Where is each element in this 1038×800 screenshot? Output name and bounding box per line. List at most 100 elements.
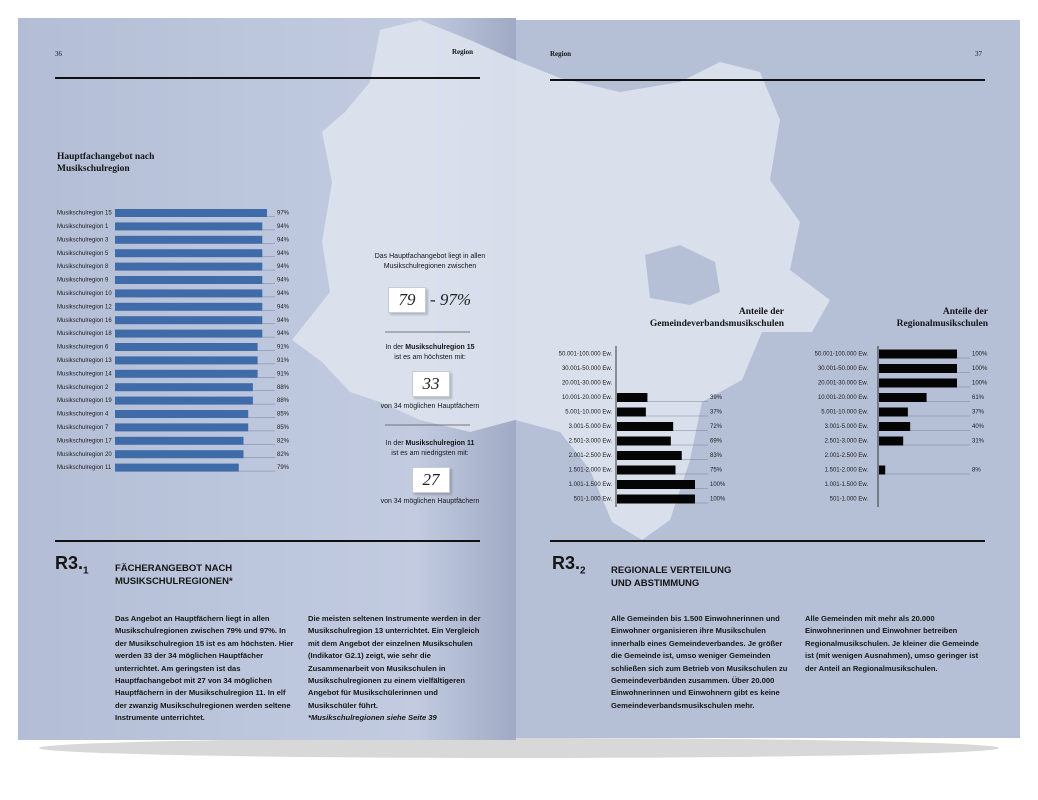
- value-label: 85%: [277, 425, 290, 431]
- region: Musikschulregion 11: [405, 440, 475, 447]
- bar: [617, 465, 676, 475]
- text: In der: [385, 344, 404, 351]
- value-label: 100%: [710, 482, 726, 488]
- section-code: R3.1: [55, 553, 89, 577]
- code-sub: 2: [580, 565, 586, 577]
- paragraph: Das Angebot an Hauptfächern liegt in all…: [115, 614, 294, 723]
- paragraph: Die meisten seltenen Instrumente werden …: [308, 613, 486, 725]
- shadow: [39, 738, 999, 758]
- value-label: 94%: [277, 278, 290, 284]
- chart-title: Anteile der Regionalmusikschulen: [896, 307, 988, 329]
- value-label: 100%: [972, 381, 988, 387]
- bar: [617, 480, 695, 489]
- category-label: 50.001-100.000 Ew.: [559, 352, 613, 358]
- value-label: 85%: [277, 412, 290, 418]
- category-label: 501-1.000 Ew.: [830, 497, 869, 503]
- category-label: 2.501-3.000 Ew.: [825, 439, 869, 445]
- category-label: Musikschulregion 1: [57, 224, 109, 230]
- category-label: 20.001-30.000 Ew.: [562, 381, 612, 387]
- category-label: Musikschulregion 10: [57, 291, 112, 297]
- category-label: 1.501-2.000 Ew.: [569, 468, 613, 474]
- category-label: 10.001-20.000 Ew.: [562, 395, 612, 401]
- code: R3.: [552, 553, 581, 573]
- value-label: 37%: [972, 410, 985, 416]
- value-label: 40%: [972, 424, 985, 430]
- page-number: 37: [975, 50, 982, 58]
- bar: [115, 235, 263, 244]
- region: Musikschulregion 15: [405, 344, 475, 351]
- section-code: R3.2: [552, 553, 586, 577]
- page-header: Region: [550, 50, 571, 58]
- bar: [115, 302, 263, 311]
- callout-text: Das Hauptfachangebot liegt in allen Musi…: [374, 253, 486, 270]
- map-inner: [645, 245, 720, 305]
- page-number: 36: [55, 50, 62, 58]
- footnote: *Musikschulregionen siehe Seite 39: [308, 713, 437, 723]
- value-label: 82%: [277, 452, 290, 458]
- category-label: 1.501-2.000 Ew.: [825, 468, 869, 474]
- value-label: 100%: [972, 366, 988, 372]
- bar: [879, 422, 911, 431]
- value-label: 94%: [277, 304, 290, 310]
- text: ist es am niedrigsten mit:: [391, 450, 469, 457]
- category-label: 5.001-10.000 Ew.: [565, 410, 612, 416]
- category-label: 501-1.000 Ew.: [574, 497, 613, 503]
- bar: [879, 364, 957, 373]
- text: Die meisten seltenen Instrumente werden …: [308, 614, 481, 710]
- bar: [115, 436, 244, 445]
- text: ist es am höchsten mit:: [394, 354, 466, 361]
- category-label: 1.001-1.500 Ew.: [569, 482, 613, 488]
- bar: [115, 329, 263, 338]
- number-box: 27: [412, 467, 450, 493]
- category-label: 5.001-10.000 Ew.: [821, 410, 868, 416]
- category-label: 10.001-20.000 Ew.: [818, 395, 868, 401]
- callout-text: In der Musikschulregion 15 ist es am höch…: [370, 343, 490, 363]
- chart-title: Anteile der Gemeindeverbandsmusikschulen: [649, 307, 784, 329]
- value-label: 61%: [972, 395, 985, 401]
- value-label: 79%: [277, 465, 290, 471]
- code: R3.: [55, 553, 84, 573]
- category-label: Musikschulregion 14: [57, 371, 112, 377]
- category-label: Musikschulregion 9: [57, 278, 109, 284]
- category-label: Musikschulregion 12: [57, 304, 112, 310]
- category-label: Musikschulregion 16: [57, 318, 112, 324]
- bar: [617, 436, 671, 446]
- category-label: Musikschulregion 5: [57, 251, 109, 257]
- bar: [617, 451, 682, 460]
- category-label: Musikschulregion 13: [57, 358, 112, 364]
- number-box: 79: [388, 287, 426, 313]
- value-label: 91%: [277, 371, 290, 377]
- category-label: 50.001-100.000 Ew.: [815, 352, 869, 358]
- value-label: 88%: [277, 385, 290, 391]
- page-header: Region: [452, 48, 473, 56]
- number-box: 33: [412, 371, 450, 397]
- value-label: 8%: [972, 468, 981, 474]
- bar: [617, 494, 695, 504]
- bar: [617, 422, 674, 431]
- paragraph: Alle Gemeinden bis 1.500 Einwohnerinnen …: [611, 614, 788, 710]
- category-label: Musikschulregion 11: [57, 465, 112, 471]
- value-label: 100%: [972, 352, 988, 358]
- bar: [879, 393, 927, 402]
- value-label: 97%: [277, 211, 290, 217]
- category-label: 3.001-5.000 Ew.: [825, 424, 869, 430]
- value-label: 94%: [277, 224, 290, 230]
- category-label: Musikschulregion 7: [57, 425, 109, 431]
- bar: [115, 396, 253, 405]
- category-label: 20.001-30.000 Ew.: [818, 381, 868, 387]
- value-label: 83%: [710, 453, 723, 459]
- category-label: 2.001-2.500 Ew.: [825, 453, 869, 459]
- value-label: 37%: [710, 410, 723, 416]
- bar: [115, 209, 267, 217]
- range-high: - 97%: [430, 290, 472, 309]
- category-label: Musikschulregion 8: [57, 264, 109, 270]
- section-heading: REGIONALE VERTEILUNG UND ABSTIMMUNG: [611, 565, 732, 589]
- bar: [115, 356, 258, 365]
- bar: [115, 450, 244, 459]
- category-label: Musikschulregion 19: [57, 398, 112, 404]
- bar: [879, 349, 957, 359]
- category-label: 2.501-3.000 Ew.: [569, 439, 613, 445]
- value-label: 91%: [277, 358, 290, 364]
